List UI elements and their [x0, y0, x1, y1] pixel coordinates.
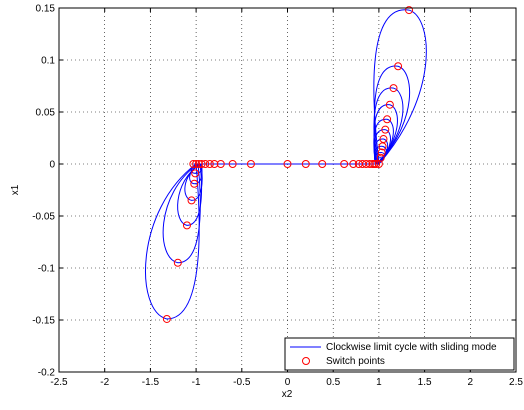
switch-point	[385, 100, 394, 109]
switch-point	[190, 179, 199, 188]
switch-point	[340, 160, 349, 168]
switch-point	[349, 160, 358, 168]
trajectory	[145, 9, 427, 320]
legend-label-trajectory: Clockwise limit cycle with sliding mode	[326, 342, 497, 353]
switch-point	[381, 125, 390, 134]
y-tick-label: 0.05	[36, 108, 56, 119]
y-tick-label: -0.2	[38, 368, 56, 379]
switch-point	[318, 160, 327, 168]
switch-point	[197, 160, 206, 168]
y-tick-label: -0.05	[32, 212, 55, 223]
switch-point	[362, 160, 371, 168]
y-tick-labels: -0.2 -0.15 -0.1 -0.05 0 0.05 0.1 0.15	[32, 4, 55, 379]
y-tick-label: -0.1	[38, 264, 56, 275]
x-tick-label: 2.5	[509, 377, 523, 388]
trajectory-loop-upper	[373, 9, 427, 165]
switch-point	[201, 160, 210, 168]
switch-point	[365, 160, 374, 168]
switch-point	[162, 314, 171, 323]
y-axis-label: x1	[10, 184, 21, 195]
switch-point	[377, 148, 386, 157]
legend-box	[284, 337, 515, 371]
switch-point	[205, 160, 214, 168]
switch-point	[191, 169, 200, 178]
trajectory-loop-upper	[373, 65, 411, 165]
switch-point	[246, 160, 255, 168]
switch-points	[162, 6, 414, 323]
legend: Clockwise limit cycle with sliding mode …	[284, 337, 515, 371]
legend-label-switch: Switch points	[326, 356, 385, 367]
trajectory-loop-lower	[145, 163, 200, 320]
x-tick-label: -2.5	[50, 377, 68, 388]
switch-point	[405, 6, 414, 15]
x-tick-label: 0	[285, 377, 291, 388]
y-tick-label: 0.1	[41, 56, 55, 67]
switch-point	[228, 160, 237, 168]
switch-point	[301, 160, 310, 168]
switch-point	[216, 160, 225, 168]
x-tick-labels: -2.5 -2 -1.5 -1 -0.5 0 0.5 1 1.5 2 2.5	[50, 377, 523, 388]
x-tick-label: 1.5	[418, 377, 432, 388]
switch-point	[192, 160, 201, 168]
switch-point	[194, 160, 203, 168]
switch-point	[182, 221, 191, 230]
switch-point	[389, 84, 398, 93]
switch-point	[187, 196, 196, 205]
plot-area	[59, 8, 516, 372]
switch-point	[383, 115, 392, 124]
y-tick-label: 0.15	[36, 4, 56, 15]
switch-point	[283, 160, 292, 168]
x-axis-label: x2	[282, 389, 293, 400]
switch-point	[394, 62, 403, 71]
y-tick-label: -0.15	[32, 316, 55, 327]
x-tick-label: -1.5	[142, 377, 160, 388]
switch-point	[374, 160, 383, 168]
x-tick-label: -2	[100, 377, 109, 388]
switch-point	[173, 258, 182, 267]
x-tick-label: -1	[192, 377, 201, 388]
switch-point	[378, 142, 387, 151]
trajectory-loop-lower	[177, 163, 203, 226]
switch-point	[210, 160, 219, 168]
legend-marker-switch	[302, 357, 310, 365]
x-tick-label: 0.5	[326, 377, 340, 388]
x-tick-label: -0.5	[233, 377, 251, 388]
switch-point	[372, 160, 381, 168]
y-tick-label: 0	[49, 160, 55, 171]
x-tick-label: 2	[468, 377, 474, 388]
switch-point	[189, 160, 198, 168]
x-tick-label: 1	[376, 377, 382, 388]
